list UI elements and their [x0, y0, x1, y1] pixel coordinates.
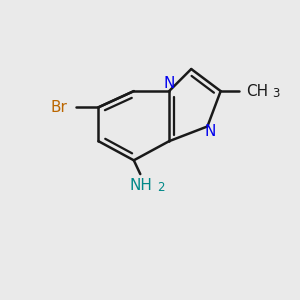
Text: CH: CH — [246, 84, 268, 99]
Text: Br: Br — [50, 100, 67, 115]
Text: 2: 2 — [157, 181, 165, 194]
Text: NH: NH — [130, 178, 153, 193]
Text: N: N — [164, 76, 175, 91]
Text: N: N — [205, 124, 216, 139]
Text: 3: 3 — [272, 87, 279, 100]
